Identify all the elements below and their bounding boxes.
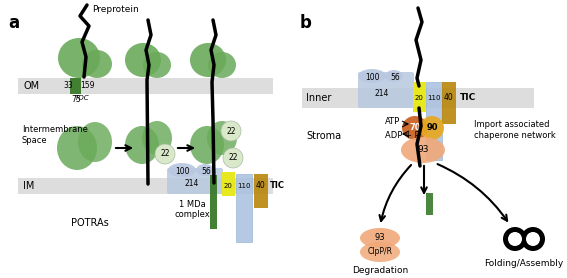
Circle shape	[503, 227, 527, 251]
Ellipse shape	[207, 121, 237, 155]
Text: 1 MDa: 1 MDa	[179, 200, 205, 209]
Text: Intermembrane
Space: Intermembrane Space	[22, 125, 88, 145]
Text: OM: OM	[23, 81, 39, 91]
Circle shape	[223, 148, 243, 168]
Ellipse shape	[57, 126, 97, 170]
Text: Stroma: Stroma	[306, 131, 341, 141]
Bar	[18, 178, 273, 194]
Circle shape	[521, 227, 545, 251]
Text: Folding/Assembly: Folding/Assembly	[484, 259, 564, 268]
Text: Import associated
chaperone network: Import associated chaperone network	[474, 120, 556, 140]
Text: b: b	[300, 14, 312, 32]
Bar	[426, 193, 433, 215]
Text: 20: 20	[223, 183, 232, 189]
Bar	[254, 174, 268, 208]
Text: 20: 20	[414, 95, 424, 101]
Bar	[302, 88, 534, 108]
Circle shape	[526, 232, 540, 246]
Ellipse shape	[125, 126, 159, 164]
Ellipse shape	[385, 70, 403, 82]
Ellipse shape	[358, 69, 386, 83]
Ellipse shape	[208, 52, 236, 78]
Text: Degradation: Degradation	[352, 266, 408, 275]
Ellipse shape	[360, 242, 400, 262]
FancyBboxPatch shape	[167, 168, 223, 194]
Text: 75: 75	[71, 95, 81, 104]
Text: 100: 100	[365, 73, 379, 83]
Bar	[18, 78, 273, 94]
Text: 110: 110	[428, 95, 441, 101]
Text: TOC: TOC	[75, 95, 90, 101]
Text: 100: 100	[175, 168, 189, 177]
Text: 70: 70	[409, 123, 421, 133]
Bar	[70, 78, 81, 94]
Text: 56: 56	[201, 168, 211, 177]
Ellipse shape	[78, 122, 112, 162]
Text: 214: 214	[375, 90, 389, 98]
Text: IM: IM	[23, 181, 35, 191]
Text: ADP + Pᴵ: ADP + Pᴵ	[385, 131, 421, 140]
Text: complex: complex	[174, 210, 210, 219]
Text: 22: 22	[229, 153, 238, 163]
Text: 93: 93	[417, 145, 429, 155]
Ellipse shape	[402, 116, 428, 140]
Text: POTRAs: POTRAs	[71, 218, 109, 228]
Ellipse shape	[401, 137, 445, 163]
Text: 90: 90	[426, 123, 438, 133]
Ellipse shape	[58, 38, 100, 78]
Text: 40: 40	[256, 182, 266, 190]
Bar	[426, 82, 442, 160]
Bar	[222, 172, 235, 196]
Text: 40: 40	[444, 93, 454, 103]
Ellipse shape	[190, 43, 226, 77]
Bar	[210, 175, 217, 229]
Text: 22: 22	[160, 150, 170, 158]
Ellipse shape	[125, 43, 161, 77]
Ellipse shape	[196, 164, 214, 176]
Bar	[236, 174, 252, 242]
Ellipse shape	[420, 116, 444, 140]
Text: 33: 33	[63, 81, 73, 90]
Ellipse shape	[190, 126, 224, 164]
Text: Preprotein: Preprotein	[92, 6, 139, 14]
Text: ClpP/R: ClpP/R	[367, 247, 392, 257]
Bar	[442, 82, 456, 124]
Bar	[413, 82, 426, 112]
Circle shape	[155, 144, 175, 164]
Text: ATP: ATP	[385, 118, 400, 126]
Text: 159: 159	[80, 81, 95, 90]
Text: 93: 93	[375, 234, 386, 242]
Ellipse shape	[142, 121, 172, 155]
Text: Inner: Inner	[306, 93, 331, 103]
Text: TIC: TIC	[460, 93, 476, 103]
Text: 56: 56	[390, 73, 400, 83]
Ellipse shape	[168, 163, 196, 177]
Text: 22: 22	[226, 126, 236, 135]
Ellipse shape	[143, 52, 171, 78]
FancyBboxPatch shape	[358, 72, 414, 108]
Text: a: a	[8, 14, 19, 32]
Circle shape	[221, 121, 241, 141]
Ellipse shape	[82, 50, 112, 78]
Text: 110: 110	[237, 183, 251, 189]
Circle shape	[508, 232, 522, 246]
Text: TIC: TIC	[270, 182, 285, 190]
Ellipse shape	[360, 228, 400, 248]
Text: 214: 214	[185, 180, 199, 188]
